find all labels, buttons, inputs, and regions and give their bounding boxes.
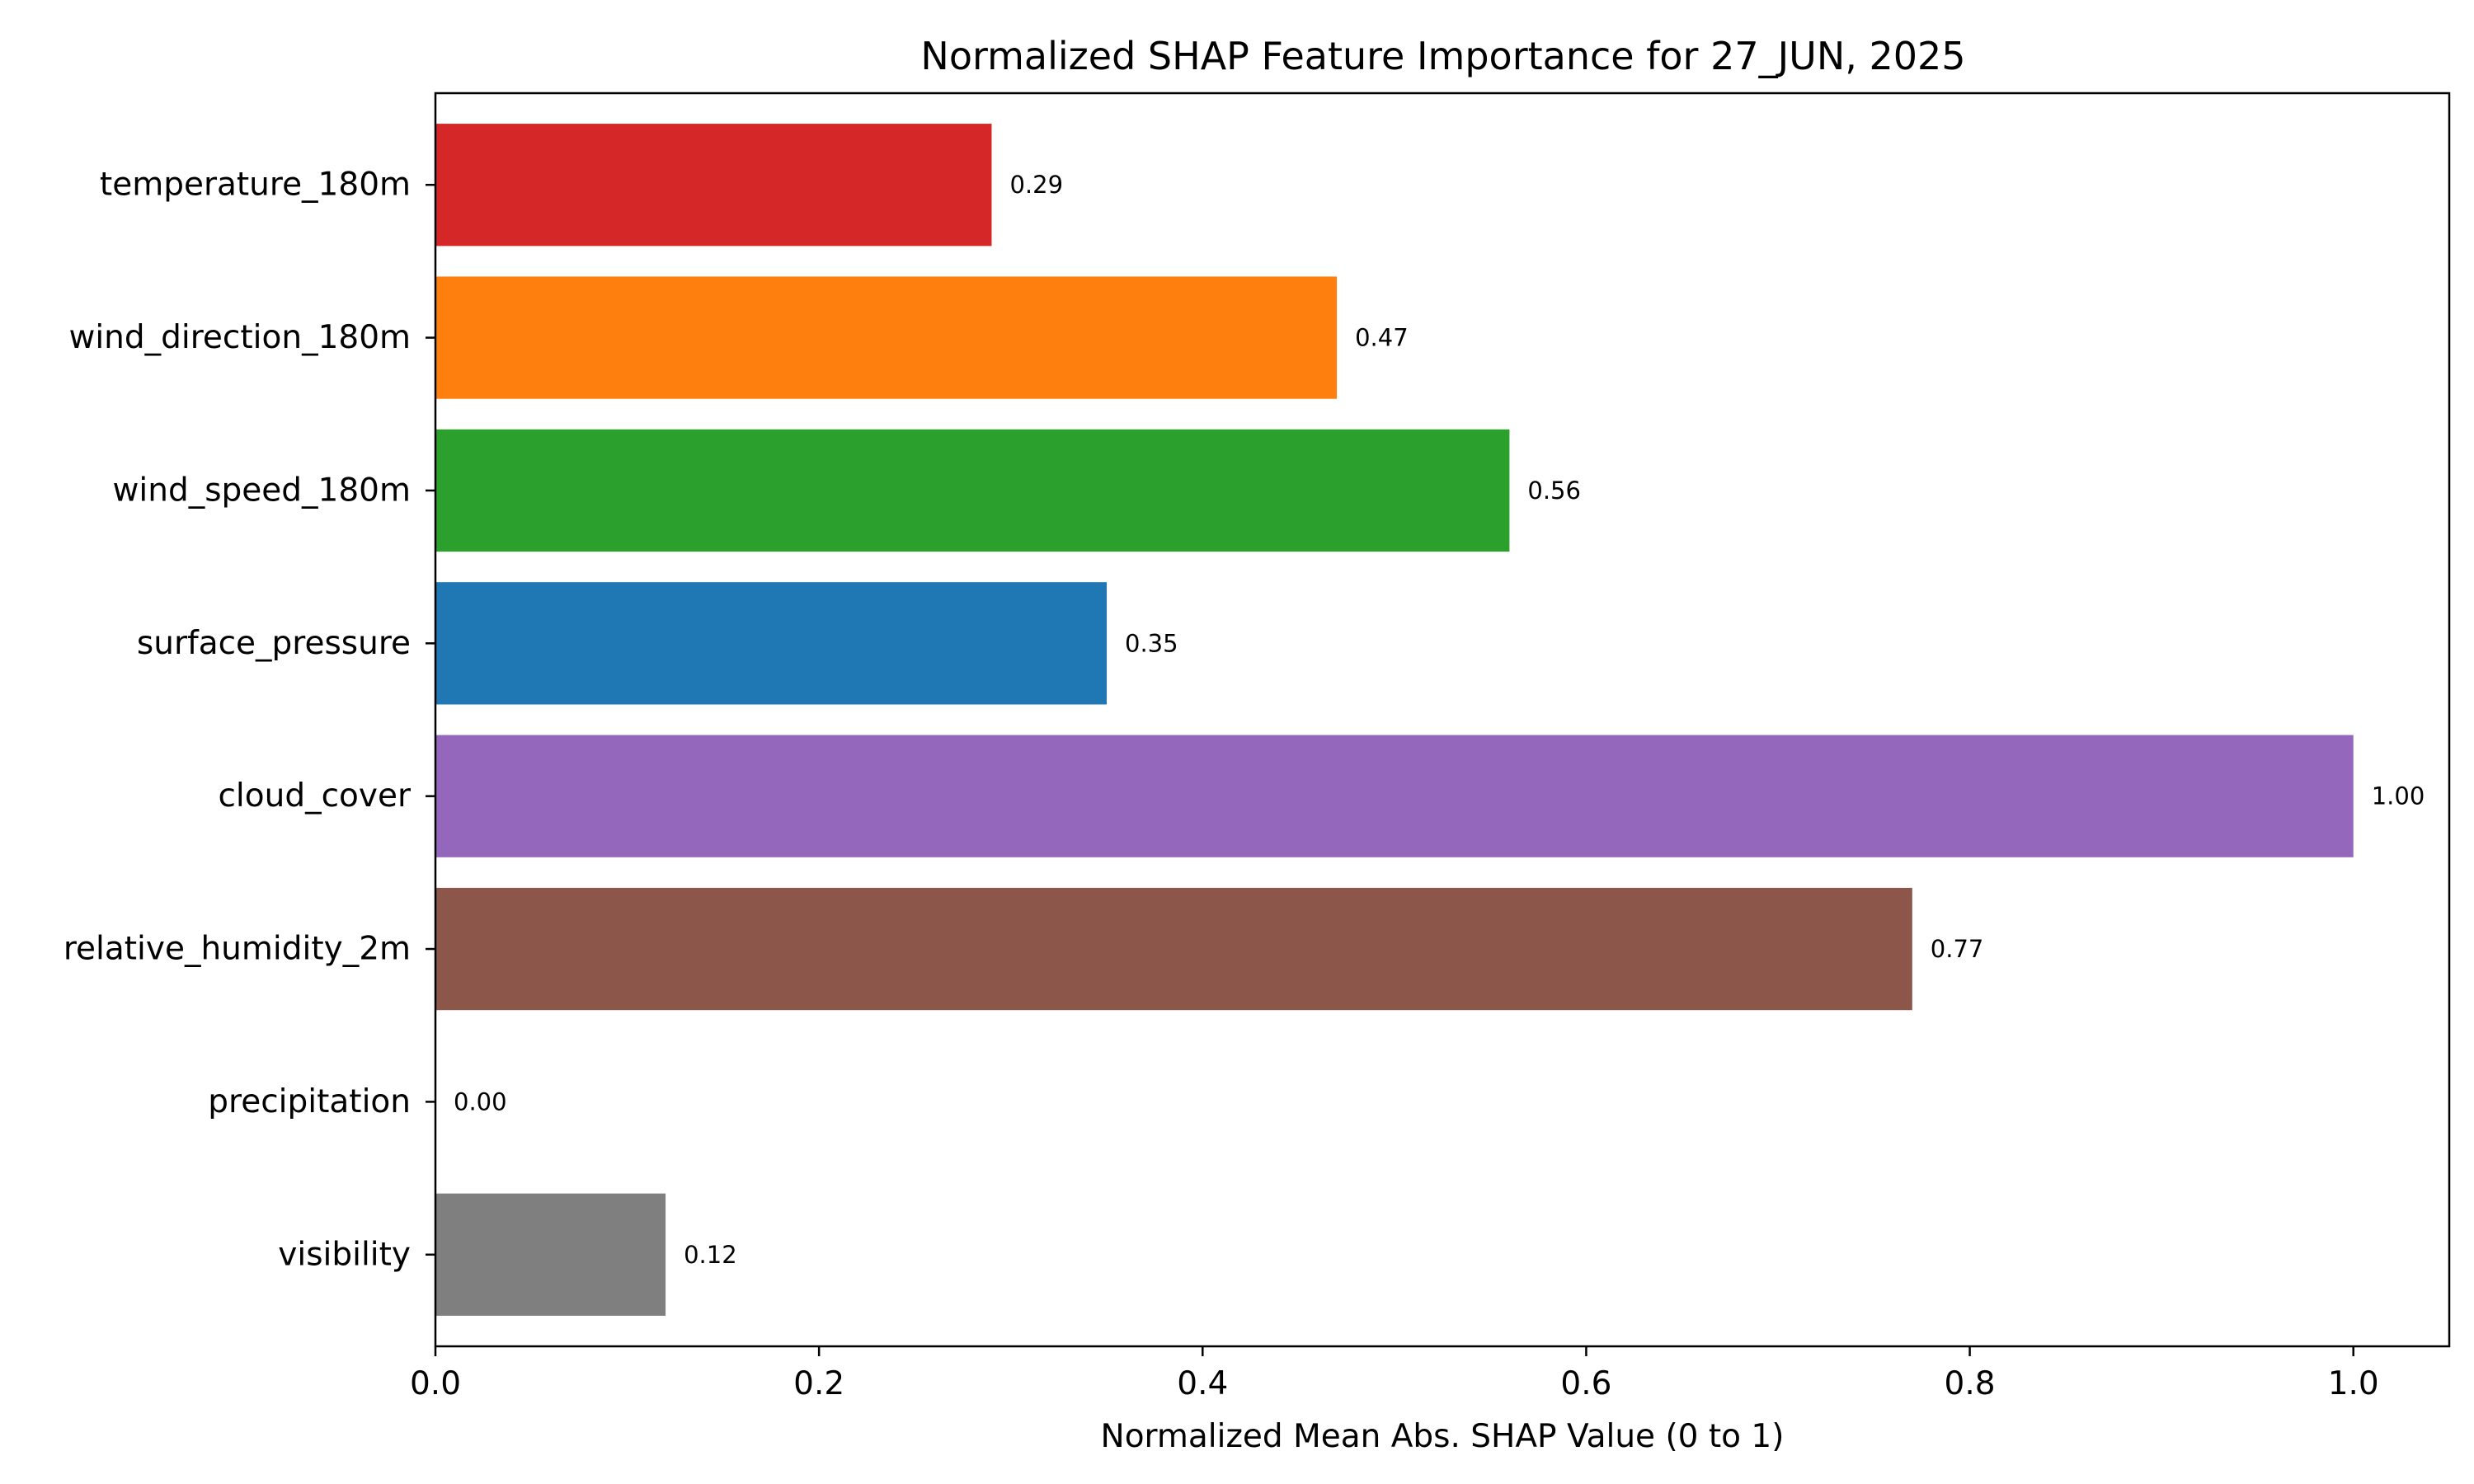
x-tick-label: 1.0 xyxy=(2328,1365,2379,1402)
x-axis-label: Normalized Mean Abs. SHAP Value (0 to 1) xyxy=(1101,1418,1785,1455)
x-axis: 0.0 0.2 0.4 0.6 0.8 1.0 xyxy=(410,1346,2379,1402)
y-axis: temperature_180m wind_direction_180m wind_… xyxy=(63,167,435,1273)
data-label-wind-speed-180m: 0.56 xyxy=(1527,477,1581,505)
x-tick-label: 0.6 xyxy=(1560,1365,1611,1402)
y-tick-label: surface_pressure xyxy=(137,625,411,662)
y-tick-label: wind_direction_180m xyxy=(68,319,411,356)
y-tick-label: cloud_cover xyxy=(218,777,411,815)
data-label-relative-humidity-2m: 0.77 xyxy=(1931,935,1984,963)
y-tick-label: wind_speed_180m xyxy=(113,472,411,509)
x-tick-label: 0.0 xyxy=(410,1365,461,1402)
bar-temperature-180m xyxy=(435,124,992,247)
y-tick-label: relative_humidity_2m xyxy=(63,931,411,968)
bar-wind-speed-180m xyxy=(435,429,1510,552)
y-tick-label: precipitation xyxy=(208,1083,411,1120)
x-tick-label: 0.2 xyxy=(793,1365,844,1402)
data-label-surface-pressure: 0.35 xyxy=(1125,629,1178,657)
bar-visibility xyxy=(435,1193,666,1316)
plot-frame xyxy=(434,92,2451,1348)
x-tick-label: 0.4 xyxy=(1177,1365,1228,1402)
bars-layer xyxy=(435,124,2354,1316)
y-tick-label: temperature_180m xyxy=(100,167,411,204)
chart-title: Normalized SHAP Feature Importance for 2… xyxy=(920,34,1965,78)
data-label-cloud-cover: 1.00 xyxy=(2372,782,2425,810)
data-labels-layer: 0.29 0.47 0.56 0.35 1.00 0.77 0.00 0.12 xyxy=(454,171,2425,1269)
bar-surface-pressure xyxy=(435,582,1107,705)
bar-wind-direction-180m xyxy=(435,276,1338,399)
bar-relative-humidity-2m xyxy=(435,887,1912,1011)
x-tick-label: 0.8 xyxy=(1945,1365,1996,1402)
bar-cloud-cover xyxy=(435,735,2354,857)
data-label-wind-direction-180m: 0.47 xyxy=(1355,324,1409,352)
data-label-visibility: 0.12 xyxy=(684,1241,737,1269)
y-tick-label: visibility xyxy=(278,1236,411,1273)
data-label-precipitation: 0.00 xyxy=(454,1087,507,1115)
data-label-temperature-180m: 0.29 xyxy=(1009,171,1063,199)
